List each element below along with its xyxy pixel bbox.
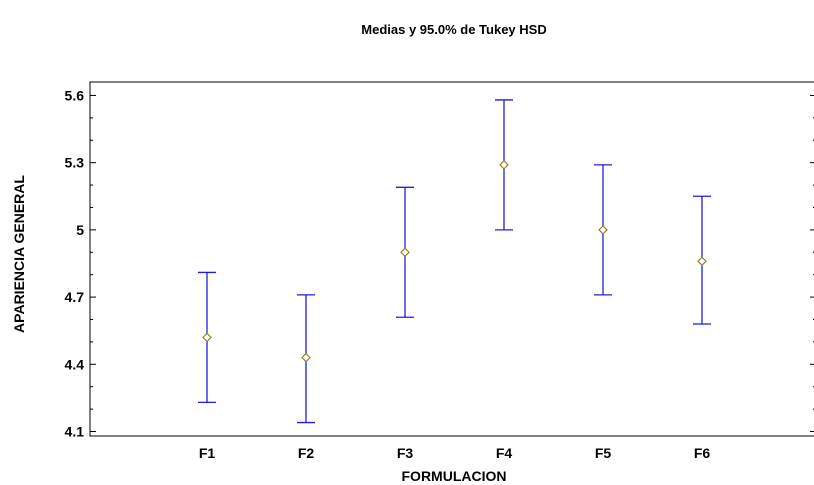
x-tick-label: F1 <box>199 445 216 461</box>
y-tick-label: 4.4 <box>65 356 85 372</box>
x-axis-label: FORMULACION <box>402 468 507 484</box>
mean-marker-F6 <box>697 256 707 267</box>
x-tick-label: F5 <box>595 445 612 461</box>
y-axis: 4.1 4.4 4.7 5 5.3 5.6 <box>65 87 814 440</box>
x-tick-label: F3 <box>397 445 414 461</box>
plot-marks <box>198 99 711 424</box>
y-tick-label: 4.1 <box>65 424 85 440</box>
y-tick-label: 5 <box>76 222 84 238</box>
mean-marker-F2 <box>301 352 311 363</box>
y-tick-label: 5.6 <box>65 87 85 103</box>
mean-marker-F4 <box>499 160 509 170</box>
y-axis-label: APARIENCIA GENERAL <box>11 175 27 333</box>
x-axis: F1 F2 F3 F4 F5 F6 <box>199 445 711 461</box>
x-tick-label: F2 <box>298 445 315 461</box>
y-tick-label: 5.3 <box>65 155 85 171</box>
mean-marker-F5 <box>598 225 608 235</box>
mean-marker-F1 <box>202 332 212 343</box>
x-tick-label: F4 <box>496 445 513 461</box>
mean-marker-F3 <box>400 247 410 258</box>
chart-title: Medias y 95.0% de Tukey HSD <box>361 22 546 37</box>
plot-frame <box>89 81 814 437</box>
x-tick-label: F6 <box>694 445 711 461</box>
y-tick-label: 4.7 <box>65 289 85 305</box>
